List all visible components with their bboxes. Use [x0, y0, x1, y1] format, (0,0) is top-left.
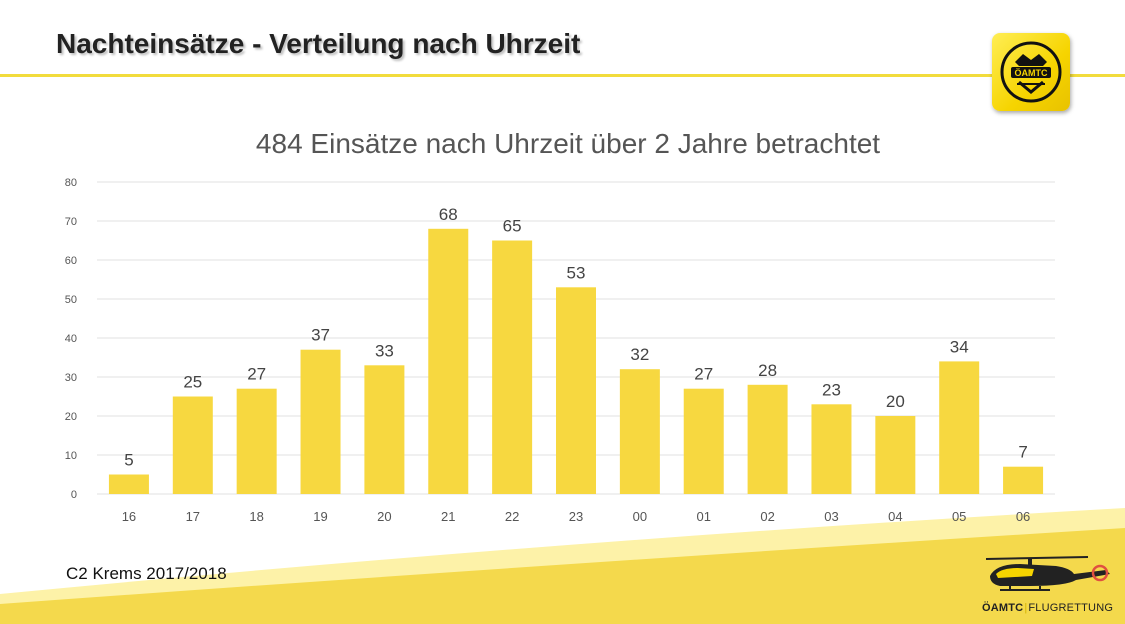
x-tick-label: 02 [760, 509, 774, 524]
helicopter-icon [985, 556, 1110, 591]
slide-title: Nachteinsätze - Verteilung nach Uhrzeit [56, 28, 581, 59]
footer-swoosh [0, 528, 1125, 624]
y-tick-label: 20 [65, 411, 77, 423]
y-tick-label: 70 [65, 216, 77, 228]
data-label: 20 [886, 392, 905, 411]
x-tick-label: 23 [569, 509, 583, 524]
data-label: 32 [630, 345, 649, 364]
x-tick-label: 18 [249, 509, 263, 524]
x-tick-label: 00 [633, 509, 647, 524]
y-tick-label: 50 [65, 294, 77, 306]
brand-separator: | [1024, 602, 1028, 614]
x-tick-label: 05 [952, 509, 966, 524]
data-label: 25 [183, 373, 202, 392]
brand-wordmark: ÖAMTC|FLUGRETTUNG [982, 602, 1113, 614]
data-label: 33 [375, 341, 394, 360]
data-label: 68 [439, 205, 458, 224]
bar [108, 474, 149, 494]
title-underline [0, 74, 1125, 77]
y-tick-label: 30 [65, 372, 77, 384]
x-tick-label: 21 [441, 509, 455, 524]
x-tick-label: 03 [824, 509, 838, 524]
x-tick-label: 16 [122, 509, 136, 524]
oamtc-emblem-icon: ÖAMTC [1000, 41, 1062, 103]
x-tick-label: 22 [505, 509, 519, 524]
bar [492, 240, 533, 494]
y-tick-label: 10 [65, 450, 77, 462]
footer-caption: C2 Krems 2017/2018 [66, 564, 227, 583]
bar [939, 361, 980, 494]
y-tick-label: 60 [65, 255, 77, 267]
y-tick-label: 0 [71, 489, 77, 501]
data-label: 53 [567, 263, 586, 282]
x-tick-label: 19 [313, 509, 327, 524]
data-label: 7 [1018, 443, 1027, 462]
data-label: 5 [124, 451, 133, 470]
bar [619, 369, 660, 494]
data-label: 23 [822, 380, 841, 399]
y-tick-label: 40 [65, 333, 77, 345]
bar [300, 349, 341, 494]
bar [364, 365, 405, 494]
data-label: 37 [311, 326, 330, 345]
data-label: 27 [247, 365, 266, 384]
x-tick-label: 04 [888, 509, 902, 524]
x-tick-label: 06 [1016, 509, 1030, 524]
oamtc-logo: ÖAMTC [992, 33, 1070, 111]
bar [556, 287, 596, 494]
data-label: 34 [950, 337, 969, 356]
bar [683, 388, 724, 494]
bar [747, 384, 788, 494]
data-label: 65 [503, 217, 522, 236]
bar [428, 228, 469, 495]
bar [236, 388, 277, 494]
x-tick-label: 01 [696, 509, 710, 524]
x-tick-label: 20 [377, 509, 391, 524]
data-label: 27 [694, 365, 713, 384]
data-label: 28 [758, 361, 777, 380]
bar [1003, 466, 1044, 494]
chart-title: 484 Einsätze nach Uhrzeit über 2 Jahre b… [256, 128, 880, 159]
y-tick-label: 80 [65, 177, 77, 189]
brand-secondary: FLUGRETTUNG [1028, 602, 1114, 614]
x-tick-label: 17 [186, 509, 200, 524]
bar [875, 416, 916, 494]
bar [811, 404, 852, 494]
logo-text: ÖAMTC [1015, 68, 1048, 78]
bar [172, 396, 213, 494]
brand-primary: ÖAMTC [982, 602, 1024, 614]
